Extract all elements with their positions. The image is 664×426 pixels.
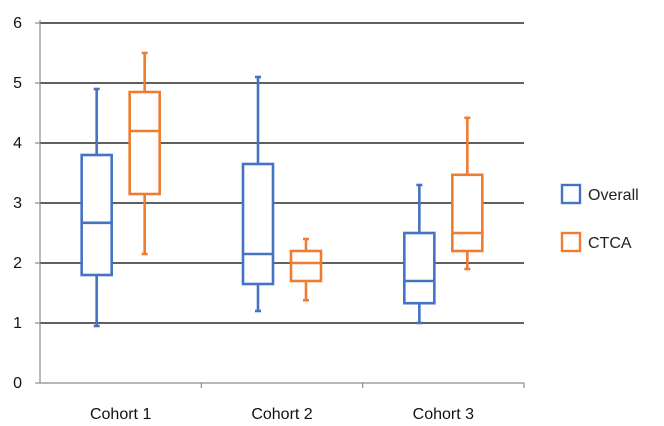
y-tick-label: 0 (13, 375, 22, 392)
y-tick-label: 6 (13, 15, 22, 32)
gridlines (40, 22, 524, 324)
x-tick-label: Cohort 1 (90, 406, 151, 423)
box-ctca-3 (451, 116, 484, 271)
x-tick-label: Cohort 2 (251, 406, 312, 423)
box-ctca-2 (289, 237, 323, 302)
box-iqr (403, 231, 436, 305)
y-tick-label: 4 (13, 135, 22, 152)
legend-label: CTCA (588, 235, 632, 252)
legend-item-ctca: CTCA (560, 231, 632, 253)
legend-item-overall: Overall (560, 183, 639, 205)
legend-swatch (560, 231, 582, 253)
legend: Overall CTCA (560, 183, 639, 253)
box-iqr (289, 249, 323, 283)
y-tick-label: 2 (13, 255, 22, 272)
box-iqr (241, 162, 275, 286)
box-overall-2 (241, 75, 275, 313)
box-iqr (128, 90, 161, 196)
y-tick-label: 5 (13, 75, 22, 92)
y-tick-label: 1 (13, 315, 22, 332)
box-ctca-1 (128, 51, 161, 256)
legend-swatch (560, 183, 582, 205)
box-iqr (451, 173, 484, 253)
box-plots (80, 51, 484, 328)
x-tick-label: Cohort 3 (413, 406, 474, 423)
box-iqr (80, 153, 113, 277)
box-overall-1 (80, 87, 113, 328)
y-tick-label: 3 (13, 195, 22, 212)
legend-label: Overall (588, 187, 639, 204)
axes: 0 1 2 3 4 5 6 Cohort 1 Cohort 2 Cohort 3 (13, 15, 525, 423)
box-overall-3 (403, 183, 436, 325)
